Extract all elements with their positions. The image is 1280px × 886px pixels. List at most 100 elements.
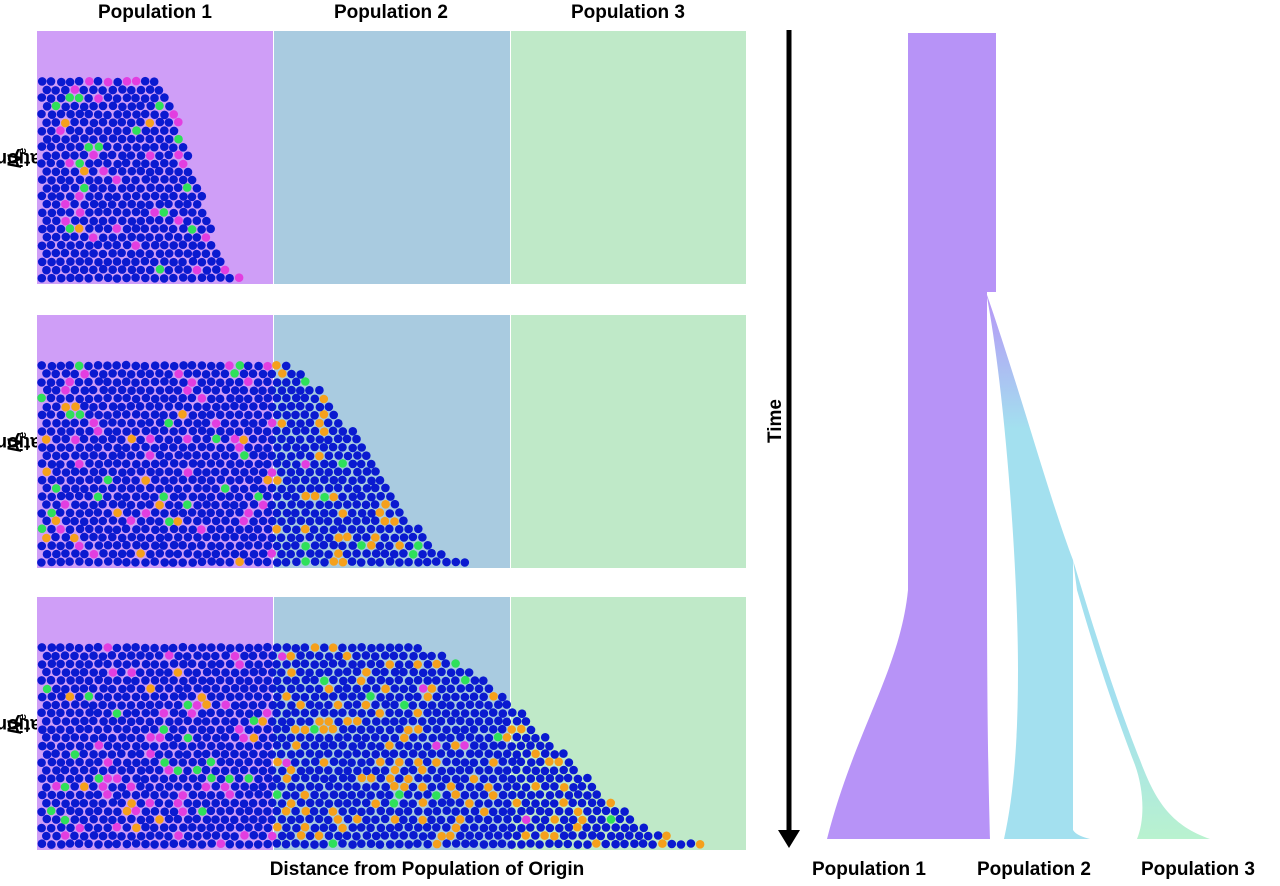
individual-dot — [173, 183, 183, 192]
individual-dot — [206, 725, 216, 735]
individual-dot — [112, 207, 122, 217]
individual-dot — [329, 757, 339, 766]
individual-dot — [160, 660, 169, 669]
individual-dot — [89, 402, 98, 412]
individual-dot — [42, 451, 52, 460]
individual-dot — [57, 840, 66, 849]
individual-dot — [150, 557, 159, 566]
individual-dot — [371, 700, 380, 710]
individual-dot — [160, 558, 169, 567]
individual-dot — [131, 708, 140, 718]
individual-dot — [286, 468, 296, 477]
individual-dot — [206, 442, 215, 452]
individual-dot — [216, 725, 225, 735]
individual-dot — [141, 442, 150, 452]
individual-dot — [155, 134, 164, 144]
individual-dot — [375, 742, 385, 751]
individual-dot — [320, 475, 329, 484]
individual-dot — [85, 524, 94, 534]
individual-dot — [136, 815, 146, 825]
individual-dot — [178, 175, 188, 185]
individual-dot — [126, 401, 136, 411]
individual-dot — [187, 273, 197, 283]
individual-dot — [446, 798, 455, 807]
individual-dot — [65, 208, 75, 217]
individual-dot — [465, 799, 474, 808]
individual-dot — [193, 483, 202, 493]
individual-dot — [38, 443, 47, 452]
individual-dot — [390, 781, 399, 791]
individual-dot — [319, 791, 329, 800]
individual-dot — [328, 724, 338, 734]
individual-dot — [56, 207, 66, 217]
individual-dot — [455, 815, 465, 824]
individual-dot — [338, 708, 347, 717]
individual-dot — [207, 557, 216, 566]
individual-dot — [206, 508, 215, 518]
individual-dot — [42, 184, 52, 193]
individual-dot — [555, 774, 564, 783]
individual-dot — [127, 217, 137, 226]
individual-dot — [103, 241, 112, 250]
individual-dot — [192, 799, 202, 808]
individual-dot — [168, 558, 178, 567]
individual-dot — [371, 549, 381, 558]
individual-dot — [206, 676, 215, 686]
individual-dot — [113, 659, 122, 668]
individual-dot — [226, 443, 235, 452]
individual-dot — [84, 741, 94, 751]
individual-dot — [47, 508, 56, 518]
individual-dot — [470, 806, 480, 816]
individual-dot — [136, 533, 146, 542]
individual-dot — [395, 839, 404, 849]
individual-dot — [554, 757, 563, 767]
individual-dot — [131, 273, 140, 282]
individual-dot — [390, 733, 400, 743]
individual-dot — [150, 208, 159, 217]
individual-dot — [94, 459, 104, 469]
individual-dot — [112, 274, 122, 283]
individual-dot — [122, 508, 132, 517]
individual-dot — [328, 839, 338, 848]
individual-dot — [206, 757, 216, 767]
individual-dot — [451, 557, 461, 567]
individual-dot — [98, 200, 107, 209]
individual-dot — [442, 839, 452, 848]
individual-dot — [47, 840, 56, 849]
individual-dot — [220, 484, 230, 493]
individual-dot — [620, 807, 629, 816]
individual-dot — [37, 541, 47, 551]
individual-dot — [296, 683, 305, 693]
individual-dot — [150, 492, 159, 502]
individual-dot — [61, 484, 71, 493]
individual-dot — [375, 476, 385, 485]
individual-dot — [592, 839, 601, 848]
individual-dot — [394, 807, 404, 817]
individual-dot — [281, 839, 291, 849]
individual-dot — [239, 435, 248, 445]
individual-dot — [292, 823, 301, 833]
individual-dot — [531, 766, 541, 776]
individual-dot — [103, 709, 112, 718]
individual-dot — [267, 435, 277, 444]
individual-dot — [474, 831, 484, 841]
individual-dot — [169, 725, 178, 734]
individual-dot — [117, 832, 126, 841]
individual-dot — [526, 839, 535, 848]
individual-dot — [42, 151, 52, 161]
individual-dot — [305, 451, 315, 461]
individual-dot — [254, 660, 263, 669]
individual-dot — [348, 806, 358, 816]
individual-dot — [108, 418, 117, 427]
individual-dot — [221, 549, 230, 558]
individual-dot — [380, 651, 390, 660]
individual-dot — [362, 667, 371, 677]
individual-dot — [74, 93, 84, 103]
individual-dot — [291, 708, 300, 717]
individual-dot — [244, 508, 253, 518]
individual-dot — [216, 774, 226, 784]
individual-dot — [545, 757, 554, 766]
individual-dot — [263, 676, 272, 685]
individual-dot — [267, 533, 277, 543]
individual-dot — [263, 839, 272, 849]
